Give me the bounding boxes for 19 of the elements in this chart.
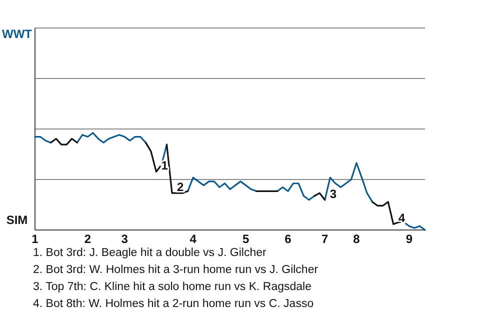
text: SIM (6, 213, 28, 227)
x-tick-label: 6 (284, 232, 292, 246)
x-tick-label: 9 (406, 232, 413, 246)
x-tick-label: 7 (322, 232, 329, 246)
text: 3. Top 7th: C. Kline hit a solo home run vs K. Ragsdale (33, 281, 312, 293)
x-tick-label: 8 (353, 232, 360, 246)
series-label: 1 (161, 158, 168, 173)
series-label: 2 (177, 180, 184, 194)
x-tick-label: 2 (84, 232, 92, 246)
text: WWT (2, 27, 33, 41)
x-tick-label: 1 (32, 232, 39, 246)
x-tick-label: 5 (242, 232, 250, 246)
series-label: 3 (330, 186, 337, 201)
text: 4. Bot 8th: W. Holmes hit a 2-run home run vs C. Jasso (33, 298, 314, 310)
x-tick-label: 3 (121, 232, 128, 246)
text: 1. Bot 3rd: J. Beagle hit a double vs J. Gilcher (33, 247, 266, 259)
text: 2. Bot 3rd: W. Holmes hit a 3-run home run vs J. Gilcher (33, 264, 318, 276)
x-tick-label: 4 (190, 232, 197, 246)
series-label: 4 (398, 211, 406, 226)
